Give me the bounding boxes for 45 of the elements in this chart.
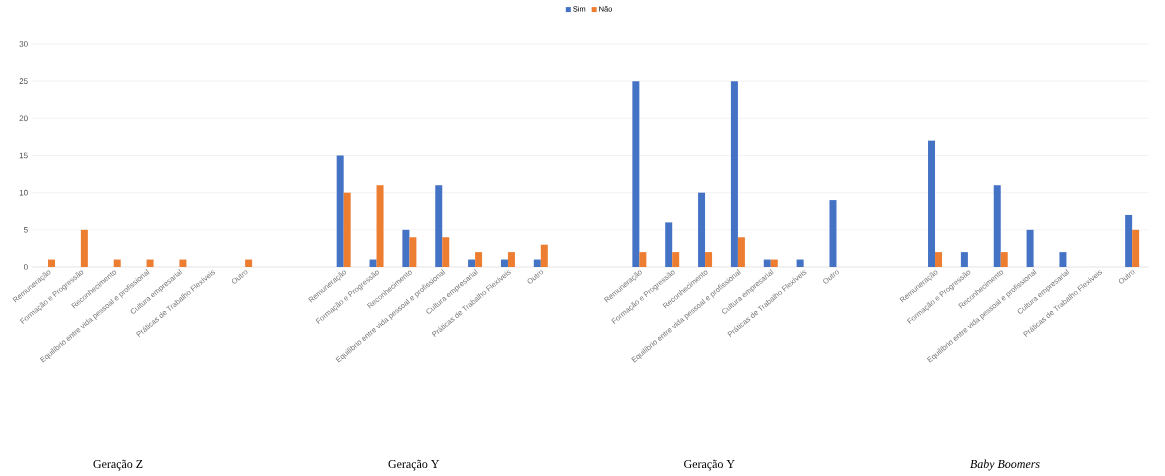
- bar: [639, 252, 647, 267]
- bar: [540, 244, 548, 267]
- bar: [245, 259, 253, 267]
- bar: [80, 229, 88, 267]
- text: Geração Y: [388, 459, 440, 471]
- bar: [1059, 252, 1067, 267]
- bar: [1026, 229, 1034, 267]
- bar: [730, 81, 738, 267]
- bar: [960, 252, 968, 267]
- bar: [533, 259, 541, 267]
- text: Geração Z: [93, 459, 143, 471]
- bar: [705, 252, 713, 267]
- bar: [1132, 229, 1140, 267]
- bar: [763, 259, 771, 267]
- bar: [507, 252, 515, 267]
- bar: [442, 237, 450, 267]
- bar: [409, 237, 417, 267]
- bar: [336, 155, 344, 267]
- bar: [435, 185, 443, 267]
- bar: [928, 140, 936, 267]
- bar: [369, 259, 377, 267]
- bar: [737, 237, 745, 267]
- bar: [1125, 214, 1133, 267]
- bar: [993, 185, 1001, 267]
- bar: [1000, 252, 1008, 267]
- bar: [179, 259, 187, 267]
- bar: [665, 222, 673, 267]
- bar: [343, 192, 351, 267]
- bar: [48, 259, 56, 267]
- bar: [402, 229, 410, 267]
- bar: [113, 259, 121, 267]
- bar: [935, 252, 943, 267]
- bar: [672, 252, 680, 267]
- bar: [698, 192, 706, 267]
- text: Baby Boomers: [970, 459, 1040, 471]
- bar: [632, 81, 640, 267]
- bar: [468, 259, 476, 267]
- bar: [500, 259, 508, 267]
- bar: [376, 185, 384, 267]
- bar: [146, 259, 154, 267]
- bar: [770, 259, 778, 267]
- text: Geração Y: [684, 459, 735, 471]
- bar: [475, 252, 483, 267]
- bar: [796, 259, 804, 267]
- bar: [829, 200, 837, 267]
